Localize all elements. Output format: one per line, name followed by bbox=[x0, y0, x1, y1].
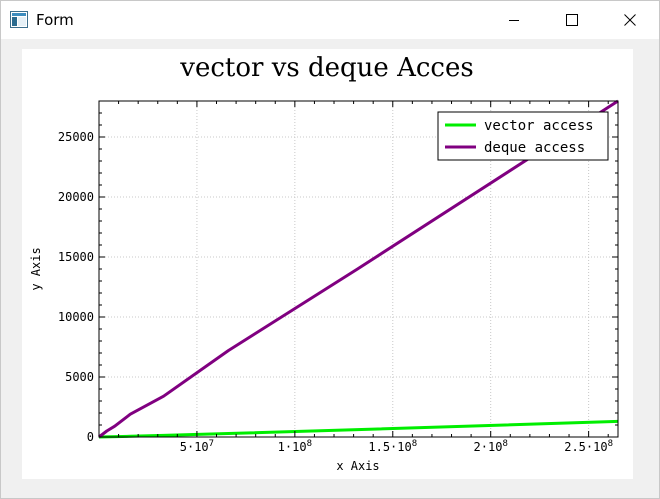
y-tick-label-3: 15000 bbox=[58, 250, 94, 264]
x-tick-label-3: 2·108 bbox=[474, 439, 508, 454]
legend[interactable]: vector access deque access bbox=[437, 111, 609, 161]
x-tick-label-2: 1.5·108 bbox=[368, 439, 417, 454]
y-axis-title: y Axis bbox=[29, 247, 43, 290]
window-title: Form bbox=[36, 11, 74, 29]
legend-label-0: vector access bbox=[484, 118, 594, 134]
x-tick-label-4: 2.5·108 bbox=[564, 439, 613, 454]
series-line-1 bbox=[98, 99, 619, 439]
legend-label-1: deque access bbox=[484, 140, 585, 156]
y-tick-label-0: 0 bbox=[87, 430, 94, 444]
x-tick-label-1: 1·108 bbox=[278, 439, 312, 454]
chart-title: vector vs deque Acces bbox=[179, 53, 473, 83]
close-button[interactable] bbox=[601, 1, 659, 39]
close-icon bbox=[624, 14, 636, 26]
x-tick-labels: 5·107 1·108 1.5·108 2·108 2.5·108 bbox=[180, 439, 613, 454]
y-tick-label-1: 5000 bbox=[65, 370, 94, 384]
line-chart: vector vs deque Acces 5·107 1·108 1.5·108 2… bbox=[29, 53, 619, 473]
minimize-icon bbox=[509, 20, 519, 21]
y-tick-label-5: 25000 bbox=[58, 130, 94, 144]
series-lines bbox=[98, 99, 619, 439]
y-tick-labels: 0 5000 10000 15000 20000 25000 bbox=[58, 130, 94, 444]
x-axis-title: x Axis bbox=[336, 459, 379, 473]
minimize-button[interactable] bbox=[485, 1, 543, 39]
maximize-button[interactable] bbox=[543, 1, 601, 39]
title-bar[interactable]: Form bbox=[1, 1, 659, 39]
y-tick-label-2: 10000 bbox=[58, 310, 94, 324]
legend-box bbox=[437, 111, 609, 161]
y-tick-label-4: 20000 bbox=[58, 190, 94, 204]
app-window-icon bbox=[10, 11, 28, 28]
maximize-icon bbox=[566, 14, 578, 26]
x-tick-label-0: 5·107 bbox=[180, 439, 214, 454]
axis-ticks bbox=[98, 100, 618, 438]
series-line-0 bbox=[98, 419, 619, 439]
chart-panel: vector vs deque Acces 5·107 1·108 1.5·108 2… bbox=[22, 49, 633, 479]
